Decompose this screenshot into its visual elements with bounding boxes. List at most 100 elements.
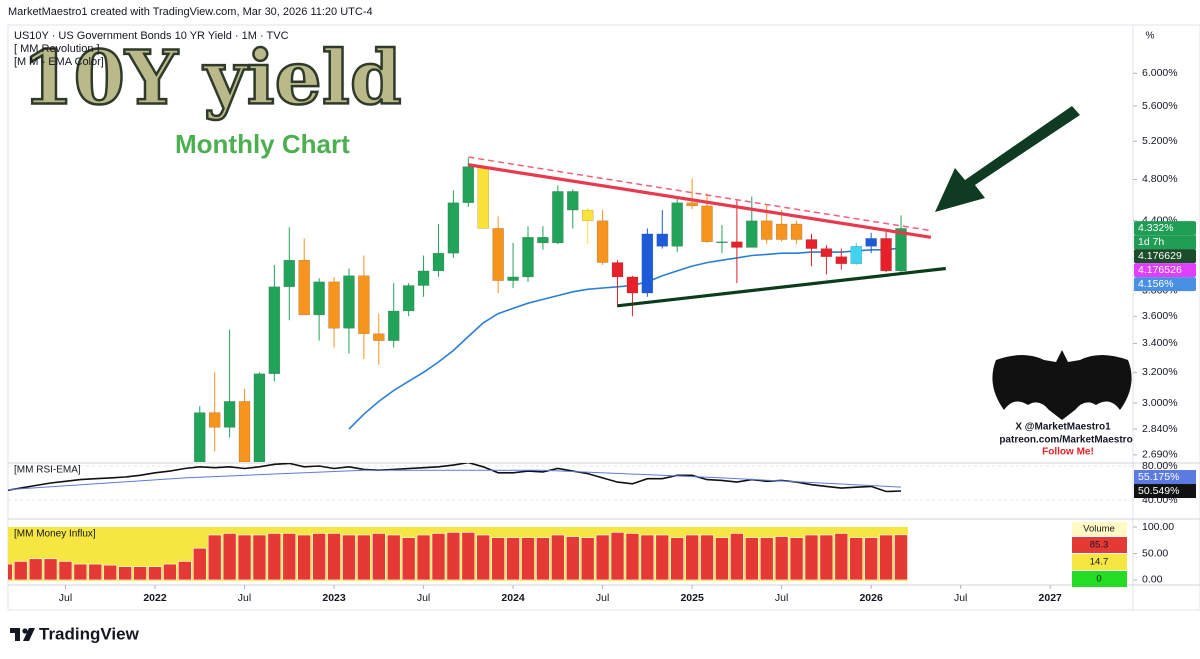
countdown-label: 1d 7h [1138, 236, 1164, 248]
logo-part [22, 628, 28, 634]
money-influx-bar [685, 534, 699, 581]
candle-body [567, 191, 579, 211]
money-influx-bar [670, 537, 685, 581]
y-tick-label: 3.600% [1142, 310, 1178, 322]
candle-body [656, 233, 669, 247]
legend-value: 14.7 [1090, 557, 1109, 568]
trendline [468, 156, 931, 232]
price-label-box [1134, 221, 1196, 236]
money-influx-bar [371, 533, 386, 581]
money-influx-bar [580, 537, 595, 581]
candle-body [477, 166, 489, 229]
price-label: 4.176526 [1138, 264, 1182, 276]
y-tick-label: 3.200% [1142, 366, 1178, 378]
annotation-arrow [935, 106, 1080, 212]
x-tick-label: Jul [775, 592, 788, 604]
branding-line: patreon.com/MarketMaestro [999, 435, 1132, 446]
branding-line: Follow Me! [1042, 447, 1094, 458]
candle-body [671, 202, 683, 247]
candle-body [522, 237, 534, 278]
moving-average [348, 247, 902, 430]
legend-box [1072, 537, 1127, 553]
x-tick-label: Jul [596, 592, 609, 604]
last-value-box [1134, 484, 1196, 499]
money-influx-bar [879, 534, 893, 581]
legend-header-box [1072, 522, 1127, 536]
money-influx-bar [610, 532, 625, 581]
candle-body [373, 333, 385, 341]
money-influx-bar [551, 534, 565, 581]
candle-body [432, 252, 445, 272]
scale-mode[interactable]: % [1146, 31, 1155, 42]
candle-body [581, 209, 594, 222]
money-influx-bar [133, 566, 147, 581]
indicator-label: [M M - EMA Color] [14, 56, 104, 68]
money-influx-bar [386, 534, 401, 581]
money-influx-bar [655, 534, 670, 581]
bat-logo [992, 350, 1132, 420]
candle-body [820, 248, 833, 257]
candle-body [537, 237, 549, 244]
price-label: 4.332% [1138, 222, 1174, 234]
x-tick-label: 2025 [680, 592, 704, 604]
money-influx-bar [312, 533, 326, 581]
candle-body [760, 220, 773, 240]
money-influx-pane [8, 527, 908, 581]
money-influx-bar [730, 533, 744, 581]
money-influx-bar [476, 534, 491, 581]
money-influx-bar [461, 532, 476, 581]
money-influx-bar [849, 537, 864, 581]
x-tick-label: Jul [417, 592, 430, 604]
rsi-line [8, 469, 902, 491]
y-tick-label: 3.000% [1142, 397, 1178, 409]
legend-value: 0 [1096, 574, 1101, 585]
y-tick-label: 50.00 [1142, 547, 1168, 559]
money-influx-bar [416, 534, 431, 581]
y-tick-label: 100.00 [1142, 521, 1174, 533]
candle-body [731, 241, 743, 248]
money-influx-bar [759, 537, 774, 581]
legend-box [1072, 571, 1127, 587]
legend-title: Volume [1083, 524, 1115, 535]
last-value-box [1134, 470, 1196, 485]
candle-body [328, 281, 340, 329]
candle-body [701, 205, 713, 243]
candle-body [895, 228, 907, 272]
legend-value: 85.3 [1090, 540, 1109, 551]
money-influx-bar [252, 534, 267, 581]
candle-body [387, 310, 400, 341]
x-tick-label: 2022 [143, 592, 167, 604]
candle-body [716, 241, 728, 244]
money-influx-bar [178, 561, 192, 581]
money-influx-bar [28, 558, 43, 581]
money-influx-bar [431, 533, 446, 581]
money-influx-bar [789, 537, 804, 581]
candle-body [596, 220, 609, 263]
money-influx-bar [700, 534, 714, 581]
candle-body [462, 166, 475, 203]
attribution: MarketMaestro1 created with TradingView.… [8, 6, 373, 18]
money-influx-bar [58, 561, 73, 581]
candle-body [447, 202, 460, 254]
price-label-box [1134, 277, 1196, 292]
y-tick-label: 2.690% [1142, 449, 1178, 461]
x-tick-label: Jul [59, 592, 72, 604]
money-influx-bar [8, 563, 13, 581]
price-pane [194, 156, 946, 462]
candle-body [283, 259, 296, 288]
money-influx-bar [744, 537, 759, 581]
subtitle: Monthly Chart [175, 129, 350, 159]
candle-body [223, 401, 236, 428]
y-tick-label: 2.840% [1142, 423, 1178, 435]
y-tick-label: 3.400% [1142, 337, 1178, 349]
money-influx-bar [118, 566, 132, 581]
candle-body [835, 256, 848, 264]
candle-body [611, 262, 624, 278]
candle-body [343, 275, 355, 329]
money-influx-bar [506, 537, 520, 581]
price-label-box [1134, 263, 1196, 278]
x-tick-label: 2027 [1039, 592, 1063, 604]
money-influx-bar [207, 534, 222, 581]
money-influx-bar [43, 558, 58, 581]
